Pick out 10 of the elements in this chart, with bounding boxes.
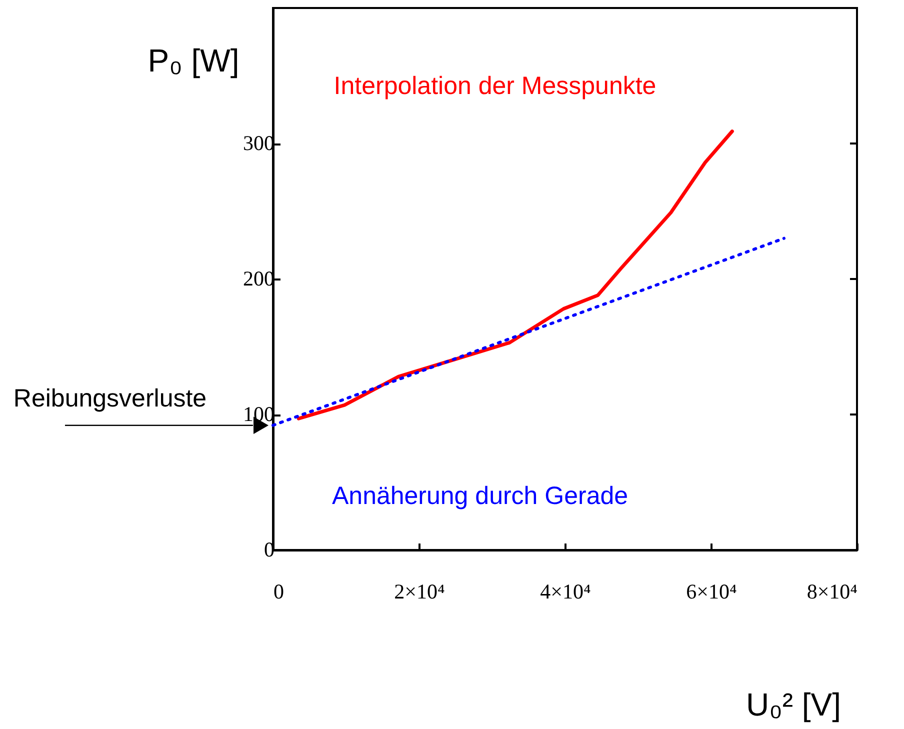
x-tick-label: 6×10⁴ <box>686 580 737 604</box>
y-axis-title: P₀ [W] <box>148 42 240 78</box>
x-tick-label: 8×10⁴ <box>806 580 858 604</box>
x-tick-label: 2×10⁴ <box>394 580 445 604</box>
line-series <box>296 130 734 420</box>
x-tick-label: 4×10⁴ <box>540 580 591 604</box>
x-axis-title: U₀² [V] <box>746 686 842 722</box>
text: Annäherung durch Gerade <box>332 482 628 510</box>
text: Interpolation der Messpunkte <box>334 72 656 100</box>
annotation: Reibungsverluste <box>13 384 207 412</box>
